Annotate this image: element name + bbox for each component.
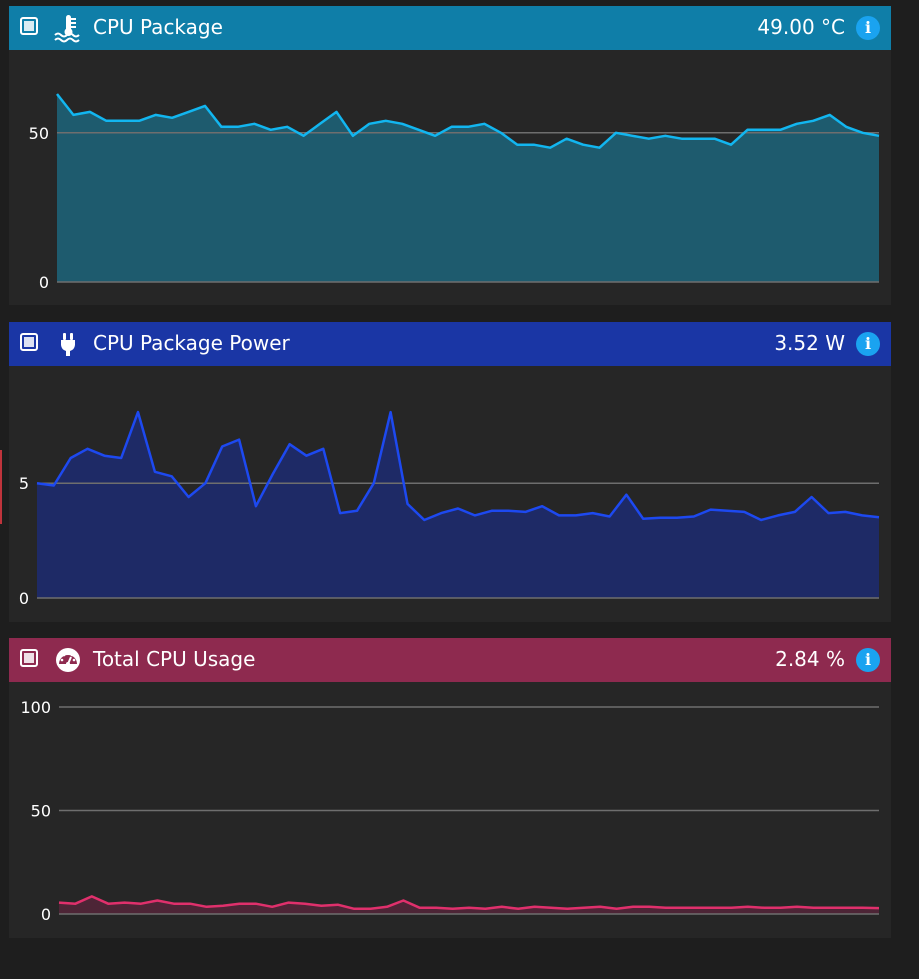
panel-cpu-package: CPU Package 49.00 °C i 0 50 bbox=[9, 6, 891, 305]
thermometer-liquid-icon bbox=[54, 15, 80, 43]
y-tick-label: 0 bbox=[41, 905, 51, 924]
speedometer-icon bbox=[56, 648, 80, 672]
select-checkbox[interactable] bbox=[20, 333, 38, 351]
panel-title: CPU Package bbox=[93, 15, 223, 39]
panel-title: CPU Package Power bbox=[93, 331, 290, 355]
panel-header: CPU Package 49.00 °C i bbox=[9, 6, 891, 50]
y-tick-label: 100 bbox=[20, 698, 51, 717]
select-checkbox[interactable] bbox=[20, 649, 38, 667]
info-icon[interactable]: i bbox=[856, 16, 880, 40]
select-checkbox[interactable] bbox=[20, 17, 38, 35]
y-tick-label: 0 bbox=[39, 273, 49, 292]
panel-title: Total CPU Usage bbox=[93, 647, 256, 671]
series-area bbox=[37, 412, 879, 598]
current-value: 49.00 °C bbox=[757, 15, 845, 39]
y-tick-label: 0 bbox=[19, 589, 29, 608]
y-tick-label: 50 bbox=[29, 124, 49, 143]
current-value: 2.84 % bbox=[775, 647, 845, 671]
chart-total-cpu-usage: 0 50 100 bbox=[20, 698, 880, 924]
info-icon[interactable]: i bbox=[856, 648, 880, 672]
series-area bbox=[57, 94, 879, 282]
info-icon[interactable]: i bbox=[856, 332, 880, 356]
series-line bbox=[56, 93, 880, 149]
chart-cpu-package-power: 05 bbox=[19, 410, 880, 608]
series-area bbox=[59, 896, 879, 914]
series-line bbox=[58, 895, 880, 911]
y-tick-label: 50 bbox=[31, 802, 51, 821]
current-value: 3.52 W bbox=[774, 331, 845, 355]
series-line bbox=[36, 410, 880, 522]
window-edge-marker bbox=[0, 450, 2, 524]
panel-header: Total CPU Usage 2.84 % i bbox=[9, 638, 891, 682]
panel-total-cpu-usage: Total CPU Usage 2.84 % i 0 50 100 bbox=[9, 638, 891, 938]
panel-header: CPU Package Power 3.52 W i bbox=[9, 322, 891, 366]
y-tick-label: 5 bbox=[19, 474, 29, 493]
chart-cpu-package: 0 50 bbox=[29, 93, 880, 292]
power-plug-icon bbox=[61, 333, 75, 356]
